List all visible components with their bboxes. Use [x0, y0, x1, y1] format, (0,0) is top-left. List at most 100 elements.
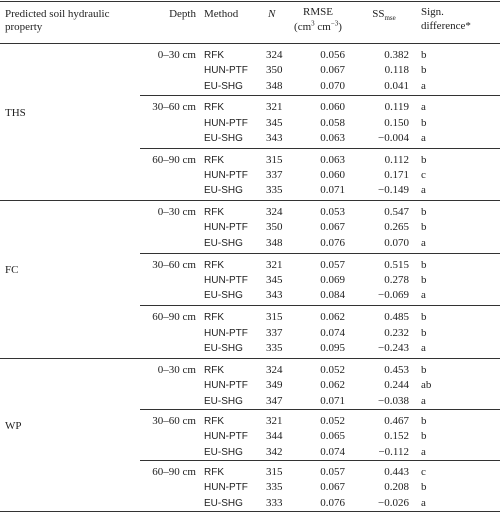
method: RFK: [204, 50, 224, 61]
method: HUN-PTF: [204, 327, 248, 339]
method: EU-SHG: [204, 132, 243, 144]
rmse: 0.062: [320, 379, 345, 392]
method: EU-SHG: [204, 185, 243, 197]
n: 347: [266, 394, 283, 407]
sign-difference: a: [421, 184, 426, 197]
n: 344: [266, 430, 283, 443]
n: 349: [266, 379, 283, 392]
ss-mse: 0.232: [384, 326, 409, 339]
sign-difference: b: [421, 49, 427, 61]
n: 343: [266, 131, 283, 144]
rmse: 0.058: [320, 116, 345, 129]
method: EU-SHG: [204, 446, 243, 458]
method: EU-SHG: [204, 80, 243, 92]
method: HUN-PTF: [204, 65, 248, 77]
n: 335: [266, 184, 283, 197]
property-label: FC: [5, 264, 19, 276]
depth-label: 0–30 cm: [157, 206, 196, 218]
sign-difference: b: [421, 311, 427, 324]
unit-part: 3: [311, 19, 315, 28]
rmse: 0.071: [320, 394, 345, 407]
n: 324: [266, 206, 283, 218]
n: 333: [266, 496, 283, 509]
n: 315: [266, 466, 283, 478]
sign-difference: b: [421, 258, 427, 271]
method: RFK: [204, 207, 224, 218]
sign-difference: b: [421, 326, 427, 339]
header-ss: SSmse: [324, 8, 444, 23]
sign-difference: b: [421, 273, 427, 286]
ss-mse: −0.112: [378, 445, 409, 458]
method: EU-SHG: [204, 395, 243, 407]
unit-part: ): [338, 21, 342, 33]
n: 343: [266, 289, 283, 302]
header-n: N: [268, 8, 276, 20]
rmse: 0.067: [320, 221, 345, 234]
n: 321: [266, 101, 283, 114]
rmse: 0.067: [320, 481, 345, 494]
sign-difference: ab: [421, 379, 432, 392]
ss-mse: 0.152: [384, 430, 409, 443]
sign-difference: b: [421, 364, 427, 376]
rmse: 0.060: [320, 168, 345, 181]
method: RFK: [204, 416, 224, 427]
depth-label: 0–30 cm: [157, 364, 196, 376]
rmse: 0.076: [320, 496, 345, 509]
depth-label: 60–90 cm: [152, 466, 196, 478]
header-rmse-unit: (cm3 cm−3): [258, 19, 378, 34]
rmse: 0.062: [320, 311, 345, 324]
depth-label: 30–60 cm: [152, 258, 196, 271]
ss-mse: 0.119: [384, 101, 409, 114]
depth-label: 60–90 cm: [152, 311, 196, 324]
rmse: 0.063: [320, 131, 345, 144]
sign-difference: b: [421, 415, 427, 427]
n: 324: [266, 364, 283, 376]
rule: [0, 1, 500, 2]
property-label: THS: [5, 106, 26, 119]
rmse: 0.056: [320, 49, 345, 61]
rmse: 0.053: [320, 206, 345, 218]
n: 342: [266, 445, 283, 458]
ss-mse: 0.265: [384, 221, 409, 234]
rmse: 0.060: [320, 101, 345, 114]
n: 335: [266, 481, 283, 494]
ss-main: SS: [372, 8, 385, 20]
method: EU-SHG: [204, 290, 243, 302]
rule: [140, 95, 500, 97]
header-property: Predicted soil hydraulic property: [5, 8, 110, 33]
method: EU-SHG: [204, 342, 243, 354]
rule: [0, 358, 500, 359]
unit-part: (cm: [294, 21, 312, 33]
rmse: 0.052: [320, 364, 345, 376]
unit-part: cm: [314, 21, 331, 33]
sign-difference: b: [421, 64, 427, 77]
header-sign: difference*: [421, 20, 471, 32]
ss-mse: 0.112: [384, 153, 409, 166]
sign-difference: a: [421, 131, 426, 144]
n: 348: [266, 236, 283, 249]
ss-mse: 0.118: [384, 64, 409, 77]
method: HUN-PTF: [204, 117, 248, 129]
rule: [140, 460, 500, 461]
method: HUN-PTF: [204, 431, 248, 443]
rmse: 0.057: [320, 466, 345, 478]
ss-mse: 0.150: [384, 116, 409, 129]
rmse: 0.057: [320, 258, 345, 271]
rmse: 0.076: [320, 236, 345, 249]
n: 350: [266, 221, 283, 234]
rmse: 0.095: [320, 341, 345, 354]
n: 350: [266, 64, 283, 77]
ss-sub: mse: [384, 14, 396, 23]
method: HUN-PTF: [204, 380, 248, 392]
header-sign: Sign.: [421, 6, 444, 18]
n: 315: [266, 311, 283, 324]
sign-difference: b: [421, 481, 427, 494]
ss-mse: 0.453: [384, 364, 409, 376]
n: 321: [266, 415, 283, 427]
ss-mse: −0.004: [378, 131, 409, 144]
method: RFK: [204, 365, 224, 376]
sign-difference: c: [421, 466, 426, 478]
method: HUN-PTF: [204, 222, 248, 234]
method: RFK: [204, 102, 224, 114]
